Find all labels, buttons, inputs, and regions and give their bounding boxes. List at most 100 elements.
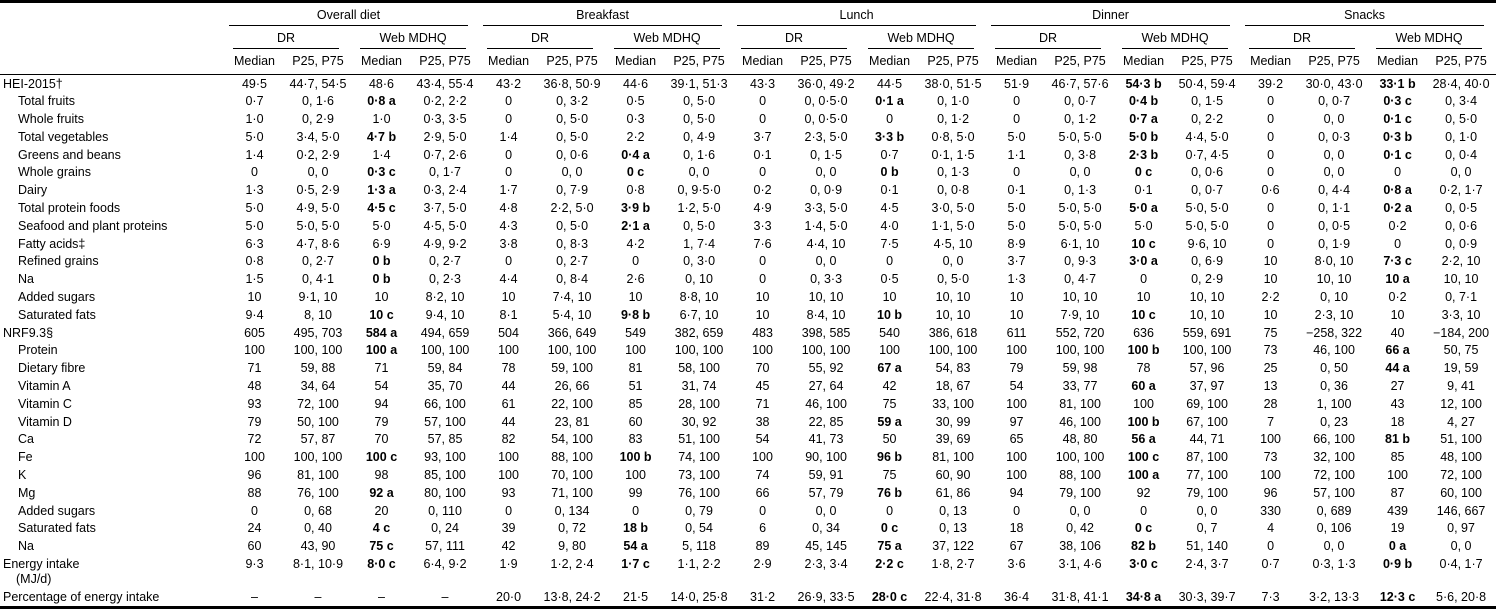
median-cell: 0 — [1267, 129, 1275, 144]
median-cell: 10 a — [1385, 272, 1410, 287]
median-cell: 96 — [1263, 485, 1278, 500]
median-cell: 93 — [501, 485, 516, 500]
median-cell: 81 b — [1385, 432, 1411, 447]
p25p75-cell: 76, 100 — [678, 485, 720, 500]
median-cell: 65 — [1009, 432, 1024, 447]
median-cell: 60 — [628, 414, 643, 429]
p25p75-cell: 0, 0·8 — [937, 183, 970, 198]
median-cell: 0 — [1267, 201, 1275, 216]
median-cell: 28 — [1263, 396, 1278, 411]
p25p75-cell: 0·1, 1·5 — [931, 147, 975, 162]
median-cell: 2·2 — [626, 129, 645, 144]
median-cell: 92 — [1136, 485, 1151, 500]
p25p75-cell: 0, 2·2 — [1191, 112, 1224, 127]
p25p75-cell: 4·5, 10 — [933, 236, 973, 251]
median-cell: 100 — [1006, 343, 1027, 358]
median-cell: 0·3 c — [367, 165, 396, 180]
p25p75-cell: 100, 100 — [420, 343, 470, 358]
median-cell: 92 a — [369, 485, 394, 500]
p25p75-cell: 552, 720 — [1055, 325, 1105, 340]
method-group-header: Web MDHQ — [1115, 26, 1242, 49]
median-cell: 0 c — [880, 521, 899, 536]
median-cell: 54 — [755, 432, 770, 447]
p25p75-cell: 9·6, 10 — [1187, 236, 1227, 251]
median-cell: 36·4 — [1004, 589, 1030, 604]
row-label: Whole grains — [18, 165, 91, 180]
p25p75-cell: 0·2, 2·2 — [423, 94, 467, 109]
stat-header-row: Median P25, P75 Median P25, P75 Median P25, P… — [0, 49, 1496, 75]
median-cell: 39·2 — [1258, 76, 1284, 91]
p25p75-cell: 0, 5·0 — [556, 129, 589, 144]
median-cell: 21·5 — [623, 589, 649, 604]
p25p75-cell: 31, 74 — [681, 379, 717, 394]
median-cell: 66 — [755, 485, 770, 500]
median-cell: 75 — [882, 468, 897, 483]
table-row: Dairy 1·3 0·5, 2·9 1·3 a 0·3, 2·4 1·7 0, 7·9 0·… — [0, 182, 1496, 200]
median-cell: 8·9 — [1007, 236, 1026, 251]
median-cell: 0·7 — [1261, 557, 1280, 572]
median-cell: 0·2 a — [1383, 201, 1412, 216]
median-cell: 59 a — [877, 414, 902, 429]
median-cell: 7·3 — [1261, 589, 1280, 604]
median-header: Median — [861, 49, 919, 75]
p25p75-header: P25, P75 — [664, 49, 735, 75]
median-cell: 10 — [1009, 307, 1024, 322]
median-cell: 54 a — [623, 539, 648, 554]
median-cell: 13 — [1263, 379, 1278, 394]
p25p75-cell: 0, 79 — [685, 503, 713, 518]
table-row: Whole grains 0 0, 0 0·3 c 0, 1·7 0 0, 0 0 c 0, 0… — [0, 164, 1496, 182]
p25p75-cell: 46, 100 — [1313, 343, 1355, 358]
median-cell: 7 — [1267, 414, 1275, 429]
median-cell: 5·0 — [1007, 201, 1026, 216]
median-cell: 100 a — [365, 343, 398, 358]
p25p75-cell: 26, 66 — [554, 379, 590, 394]
median-cell: 0 — [1013, 94, 1021, 109]
median-cell: 549 — [625, 325, 646, 340]
median-cell: 0 — [505, 165, 513, 180]
p25p75-cell: 0·3, 1·3 — [1312, 557, 1356, 572]
p25p75-cell: 0, 0 — [688, 165, 710, 180]
method-group-label: DR — [785, 31, 804, 45]
median-cell: 0·4 b — [1128, 94, 1159, 109]
median-cell: 33·1 b — [1379, 76, 1416, 91]
corner-cell — [0, 26, 226, 49]
median-cell: 0 — [1267, 112, 1275, 127]
table-row: Saturated fats 24 0, 40 4 c 0, 24 39 0, 72 18 b… — [0, 520, 1496, 538]
p25p75-cell: 0, 1·2 — [937, 112, 970, 127]
table-body: HEI-2015† 49·5 44·7, 54·5 48·6 43·4, 55·4 43·… — [0, 75, 1496, 608]
row-label: NRF9.3§ — [3, 325, 54, 340]
meal-group-label: Snacks — [1344, 8, 1386, 22]
p25p75-cell: 3·3, 5·0 — [804, 201, 848, 216]
p25p75-header: P25, P75 — [283, 49, 353, 75]
median-cell: 0·3 — [626, 112, 645, 127]
row-label: Dairy — [18, 183, 48, 198]
table-row: Added sugars 10 9·1, 10 10 8·2, 10 10 7·4, 10 1… — [0, 289, 1496, 307]
p25p75-cell: 0, 0 — [1323, 112, 1345, 127]
median-cell: 61 — [501, 396, 516, 411]
p25p75-cell: 0·2, 1·7 — [1439, 183, 1483, 198]
median-cell: 100 — [625, 343, 646, 358]
p25p75-cell: 0, 0·5·0 — [804, 94, 848, 109]
p25p75-cell: 100, 100 — [547, 343, 597, 358]
table-row: Vitamin C 93 72, 100 94 66, 100 61 22, 100 85 28… — [0, 395, 1496, 413]
median-cell: 0·7 — [245, 94, 264, 109]
median-cell: 0 — [505, 503, 513, 518]
table-row: Vitamin A 48 34, 64 54 35, 70 44 26, 66 51 31, 7… — [0, 378, 1496, 396]
p25p75-cell: 93, 100 — [424, 450, 466, 465]
median-cell: 4·7 b — [366, 129, 397, 144]
p25p75-cell: 3·2, 13·3 — [1309, 589, 1360, 604]
median-cell: 100 — [1260, 468, 1281, 483]
table-row: Dietary fibre 71 59, 88 71 59, 84 78 59, 100 81… — [0, 360, 1496, 378]
p25p75-cell: 9·4, 10 — [425, 307, 465, 322]
median-cell: 0·9 b — [1382, 557, 1413, 572]
p25p75-cell: 0, 0·5 — [1445, 201, 1478, 216]
p25p75-cell: 59, 91 — [808, 468, 844, 483]
p25p75-cell: 0, 5·0 — [1445, 112, 1478, 127]
p25p75-cell: 100, 100 — [1055, 343, 1105, 358]
p25p75-cell: 90, 100 — [805, 450, 847, 465]
median-cell: 2·2 c — [875, 557, 904, 572]
median-cell: 66 a — [1385, 343, 1410, 358]
p25p75-cell: 81, 100 — [1059, 396, 1101, 411]
p25p75-cell: 0, 0 — [815, 503, 837, 518]
p25p75-cell: 5·0, 5·0 — [1058, 201, 1102, 216]
